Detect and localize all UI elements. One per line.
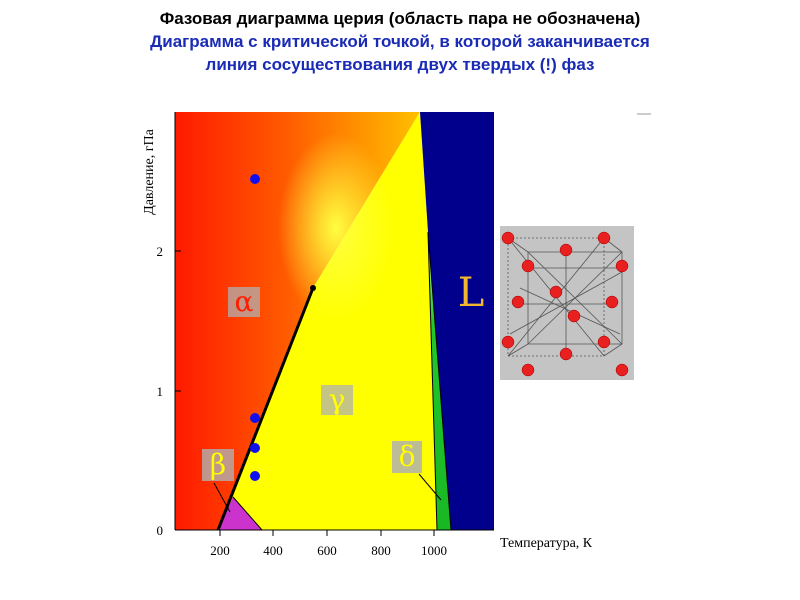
y-tick-label: 1 (157, 384, 164, 399)
alpha-label-box (228, 287, 260, 317)
alpha-gamma-boundary (216, 287, 315, 531)
delta-label-box (392, 441, 422, 473)
blue-point (250, 471, 260, 481)
gamma-delta-boundary (427, 231, 438, 531)
alpha-region (175, 112, 420, 530)
beta-label-box (202, 449, 234, 481)
crystal-lattice-image (500, 226, 634, 380)
title-line-2: Диаграмма с критической точкой, в которо… (150, 32, 650, 51)
phase-label-gamma: γ (329, 383, 346, 416)
page-title: Фазовая диаграмма церия (область пара не… (0, 8, 800, 76)
x-tick-label: 1000 (421, 543, 447, 558)
y-tick-label: 0 (157, 523, 164, 538)
title-line-3: линия сосуществования двух твердых (!) ф… (205, 55, 595, 74)
x-tick-label: 600 (317, 543, 337, 558)
x-axis-label: Температура, К (500, 536, 593, 551)
x-tick-label: 400 (263, 543, 283, 558)
beta-boundary (232, 496, 263, 531)
phase-label-beta: β (210, 448, 226, 481)
blue-point (250, 443, 260, 453)
delta-liquid-boundary (427, 231, 452, 531)
gamma-glow (278, 133, 394, 323)
beta-pointer (213, 482, 231, 513)
gamma-label-box (321, 385, 353, 415)
y-tick-label: 2 (157, 244, 164, 259)
phase-label-delta: δ (399, 440, 416, 473)
liquid-region (420, 112, 494, 530)
beta-region (218, 497, 262, 530)
y-axis-label: Давление, гПа (142, 128, 157, 214)
x-tick-label: 800 (371, 543, 391, 558)
fcc-lattice-icon (501, 231, 629, 377)
title-line-1: Фазовая диаграмма церия (область пара не… (159, 9, 641, 28)
x-tick-label: 200 (210, 543, 230, 558)
blue-point (250, 174, 260, 184)
phase-label-alpha: α (235, 285, 254, 318)
phase-label-liquid: L (458, 270, 485, 316)
blue-point (250, 413, 260, 423)
delta-pointer (418, 473, 442, 501)
critical-point (310, 285, 316, 291)
